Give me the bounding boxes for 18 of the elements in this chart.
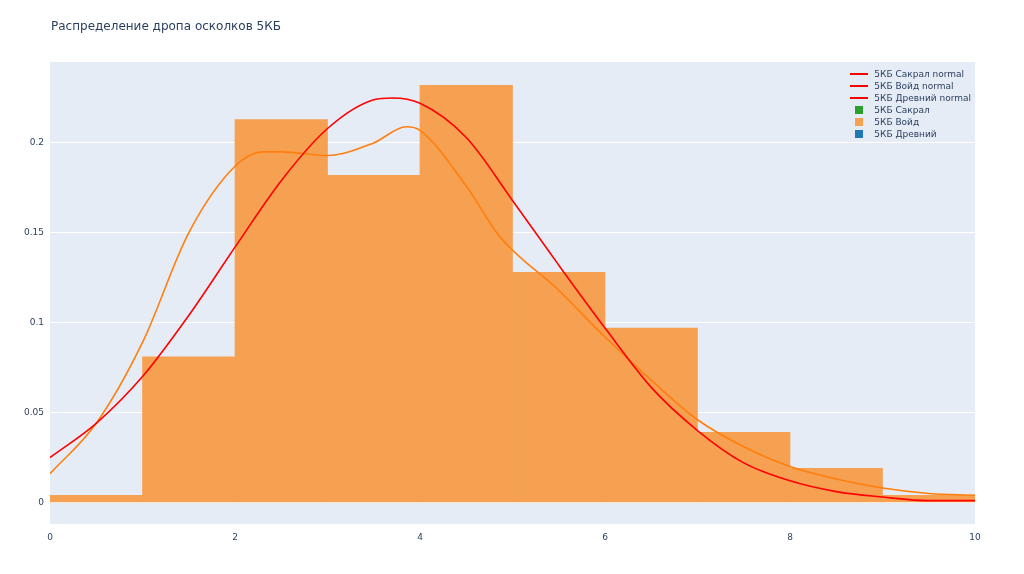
x-tick-label: 4	[417, 531, 424, 542]
y-tick-label: 0.05	[23, 406, 44, 417]
y-tick-label: 0.15	[23, 227, 44, 238]
x-tick-label: 2	[232, 531, 238, 542]
legend-label: 5КБ Войд	[874, 117, 920, 127]
y-tick-label: 0.1	[29, 317, 44, 328]
y-tick-label: 0	[38, 496, 45, 507]
legend-label: 5КБ Древний	[874, 129, 937, 139]
legend-label: 5КБ Сакрал	[874, 105, 930, 115]
x-tick-label: 6	[602, 531, 609, 542]
x-tick-label: 0	[47, 531, 54, 542]
legend-label: 5КБ Древний normal	[874, 93, 971, 103]
x-tick-label: 10	[969, 531, 981, 542]
chart-title: Распределение дропа осколков 5КБ	[51, 19, 281, 33]
legend-label: 5КБ Сакрал normal	[874, 69, 965, 79]
y-tick-label: 0.2	[29, 137, 44, 148]
legend-label: 5КБ Войд normal	[874, 81, 954, 91]
x-tick-label: 8	[787, 531, 794, 542]
